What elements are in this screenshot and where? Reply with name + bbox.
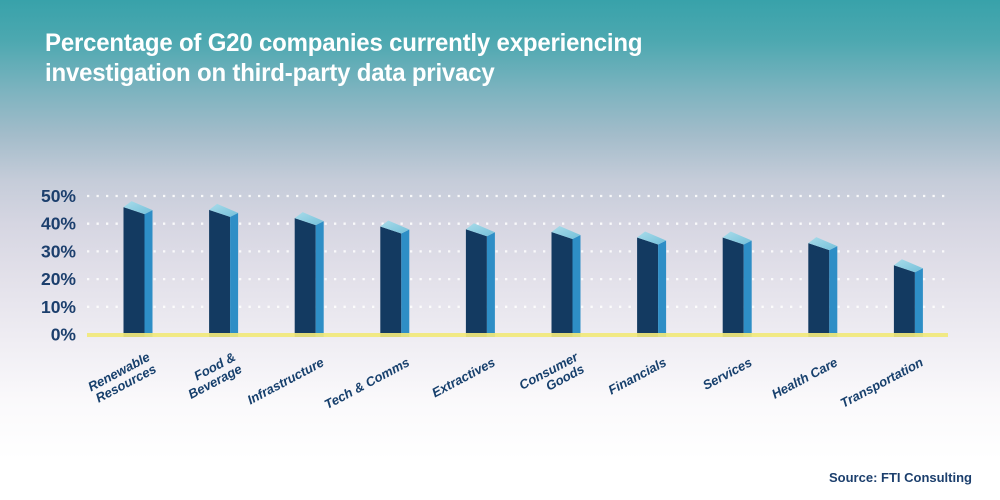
bar-top-face: [637, 231, 667, 245]
chart-title: Percentage of G20 companies currently ex…: [45, 28, 642, 88]
category-label-services: Services: [700, 354, 754, 392]
category-label-line: Tech & Comms: [322, 354, 412, 411]
category-label-line: Health Care: [769, 354, 840, 401]
category-label-extractives: Extractives: [429, 354, 497, 400]
y-tick-label-20: 20%: [41, 269, 76, 289]
chart-title-line2: investigation on third-party data privac…: [45, 59, 495, 87]
y-tick-label-0: 0%: [51, 325, 77, 345]
bar-front-face: [637, 237, 659, 337]
bar-front-face: [893, 265, 915, 337]
bar-top-face: [123, 201, 153, 215]
bar-top-face: [893, 259, 923, 273]
bar-front-face: [294, 218, 316, 337]
bar-tech-comms: [380, 220, 410, 337]
bar-top-face: [551, 226, 581, 240]
y-tick-label-40: 40%: [41, 214, 76, 234]
bar-front-face: [551, 232, 573, 337]
bar-extractives: [465, 223, 495, 337]
bar-side-face: [572, 235, 581, 337]
bar-side-face: [914, 268, 923, 337]
bar-top-face: [722, 231, 752, 245]
bar-front-face: [123, 207, 145, 337]
bar-side-face: [743, 240, 752, 337]
category-label-infrastructure: Infrastructure: [245, 354, 327, 407]
chart-title-line1: Percentage of G20 companies currently ex…: [45, 29, 643, 57]
y-tick-label-10: 10%: [41, 297, 76, 317]
bar-side-face: [144, 210, 153, 337]
category-label-line: Transportation: [838, 354, 926, 410]
bar-side-face: [401, 229, 410, 337]
y-tick-label-50: 50%: [41, 186, 76, 206]
category-label-transportation: Transportation: [838, 354, 926, 410]
source-attribution: Source: FTI Consulting: [829, 470, 972, 485]
bar-front-face: [465, 229, 487, 337]
category-label-renewable-resources: RenewableResources: [85, 349, 158, 406]
y-tick-label-30: 30%: [41, 241, 76, 261]
bar-food-beverage: [209, 203, 239, 337]
bar-side-face: [230, 212, 239, 337]
category-label-line: Financials: [606, 354, 669, 397]
bar-top-face: [808, 237, 838, 251]
bar-top-face: [294, 212, 324, 226]
category-label-food-beverage: Food &Beverage: [179, 349, 244, 402]
bar-side-face: [829, 246, 838, 337]
bar-top-face: [465, 223, 495, 237]
bar-services: [722, 231, 752, 337]
bar-side-face: [486, 232, 495, 337]
bar-health-care: [808, 237, 838, 337]
bar-financials: [637, 231, 667, 337]
category-label-line: Services: [700, 354, 754, 392]
bar-transportation: [893, 259, 923, 337]
x-axis-baseline: [87, 333, 948, 337]
bar-top-face: [209, 203, 239, 217]
category-label-tech-comms: Tech & Comms: [322, 354, 412, 411]
bar-front-face: [722, 237, 744, 337]
category-label-health-care: Health Care: [769, 354, 840, 401]
bar-infrastructure: [294, 212, 324, 337]
category-label-line: Infrastructure: [245, 354, 327, 407]
x-axis-category-labels: RenewableResources Food &Beverage Infrastr…: [85, 349, 925, 412]
category-label-line: Extractives: [429, 354, 497, 400]
bar-consumer-goods: [551, 226, 581, 337]
bar-top-face: [380, 220, 410, 234]
bar-front-face: [380, 226, 402, 337]
bar-renewable-resources: [123, 201, 153, 337]
bar-front-face: [808, 243, 830, 337]
bar-front-face: [209, 209, 231, 337]
baseline-line: [87, 333, 948, 337]
y-axis-tick-labels: 0% 10% 20% 30% 40% 50%: [41, 186, 76, 345]
bars-group: [123, 201, 923, 337]
category-label-consumer-goods: ConsumerGoods: [517, 349, 588, 405]
bar-side-face: [315, 221, 324, 337]
bar-side-face: [658, 240, 667, 337]
category-label-financials: Financials: [606, 354, 669, 397]
